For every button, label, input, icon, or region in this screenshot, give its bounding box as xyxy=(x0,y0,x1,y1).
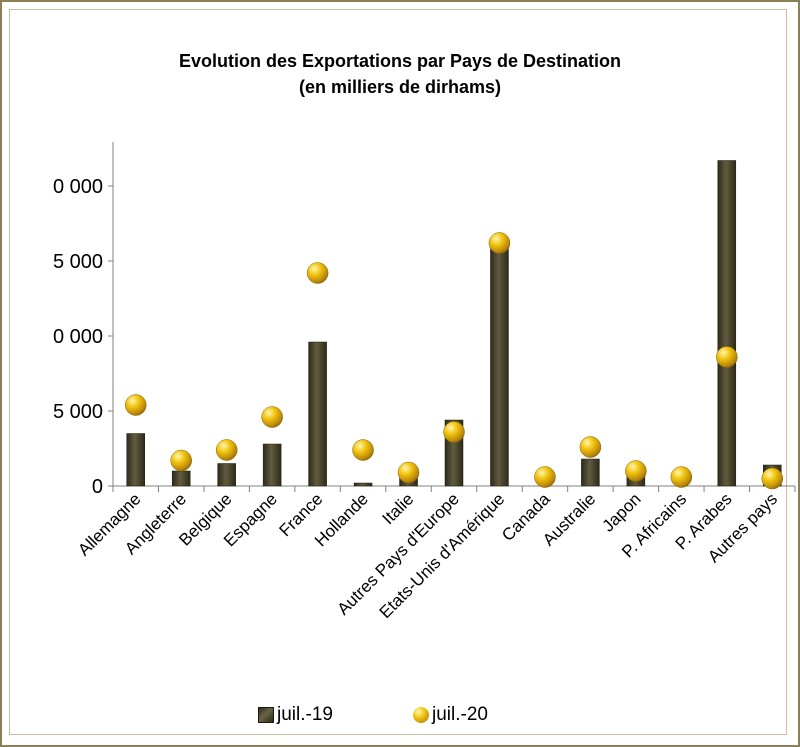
bar-juil-19 xyxy=(717,160,737,487)
point-juil-20 xyxy=(488,232,511,254)
point-juil-20 xyxy=(625,460,647,482)
point-juil-20 xyxy=(670,466,693,488)
point-juil-20 xyxy=(716,346,738,368)
point-juil-20 xyxy=(352,439,374,461)
point-juil-20 xyxy=(215,439,238,461)
y-tick-label: 0 000 xyxy=(53,176,103,198)
bar-juil-19 xyxy=(353,482,373,487)
legend-label-juil-20: juil.-20 xyxy=(432,704,488,725)
y-tick-label: 5 000 xyxy=(53,401,103,423)
legend-swatch-bar xyxy=(258,707,274,723)
legend-item-juil-20: juil.-20 xyxy=(413,704,488,728)
y-tick-label: 0 000 xyxy=(53,326,103,348)
point-juil-20 xyxy=(579,436,602,458)
y-tick-label: 5 000 xyxy=(53,251,103,273)
bar-juil-19 xyxy=(126,433,145,487)
point-juil-20 xyxy=(761,467,784,490)
x-category-label: Italie xyxy=(379,489,418,528)
bar-juil-19 xyxy=(581,458,600,487)
point-juil-20 xyxy=(261,406,283,428)
chart-area xyxy=(9,9,787,735)
legend-item-juil-19: juil.-19 xyxy=(258,704,333,728)
legend-swatch-dot xyxy=(413,707,429,723)
legend-label-juil-19: juil.-19 xyxy=(277,704,333,725)
point-juil-20 xyxy=(124,394,147,416)
bar-juil-19 xyxy=(217,463,236,487)
chart-title: Evolution des Exportations par Pays de D… xyxy=(0,48,800,100)
point-juil-20 xyxy=(170,449,192,472)
point-juil-20 xyxy=(534,466,556,488)
bar-juil-19 xyxy=(490,244,509,487)
chart-title-main: Evolution des Exportations par Pays de D… xyxy=(178,51,622,71)
point-juil-20 xyxy=(397,461,420,484)
point-juil-20 xyxy=(443,421,465,443)
bar-juil-19 xyxy=(262,443,282,487)
y-tick-label: 0 xyxy=(92,476,103,498)
bar-juil-19 xyxy=(171,470,191,487)
chart-subtitle: (en milliers de dirhams) xyxy=(298,77,502,97)
bar-juil-19 xyxy=(308,341,327,487)
point-juil-20 xyxy=(306,262,329,284)
